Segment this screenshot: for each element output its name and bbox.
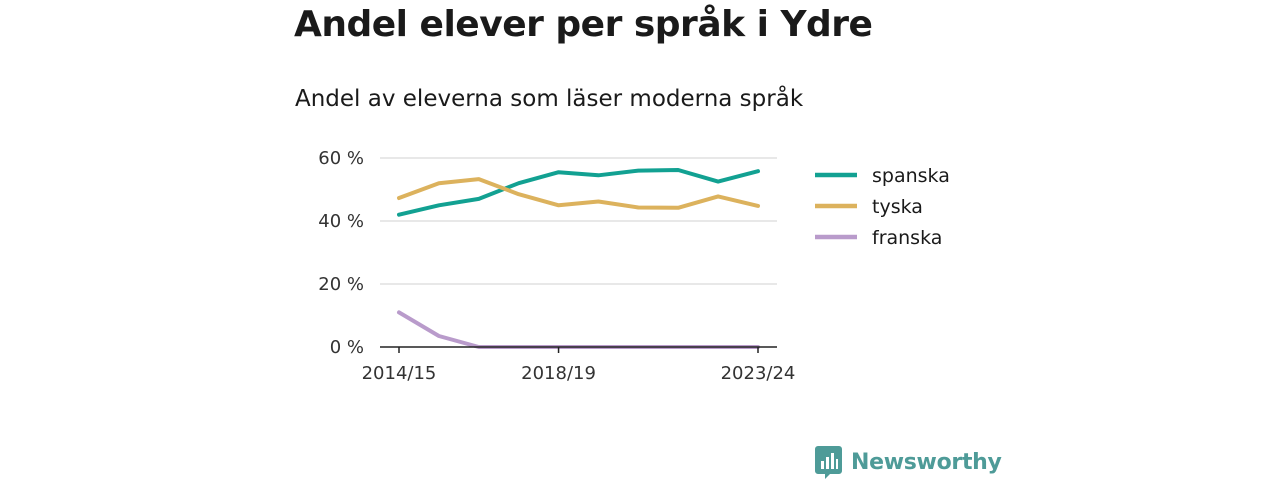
x-tick-label: 2014/15: [362, 363, 437, 384]
x-tick-label: 2023/24: [721, 363, 796, 384]
line-chart: 0 % 20 % 40 % 60 % 2014/15 2018/19 2023/24 span…: [318, 148, 950, 384]
legend-label-tyska: tyska: [872, 196, 923, 218]
brand-name: Newsworthy: [851, 450, 1002, 475]
legend-label-spanska: spanska: [872, 165, 950, 187]
legend-label-franska: franska: [872, 227, 942, 249]
chart-title: Andel elever per språk i Ydre: [294, 4, 873, 45]
y-tick-label: 40 %: [318, 211, 364, 232]
chart-subtitle: Andel av eleverna som läser moderna språ…: [295, 86, 804, 112]
y-tick-label: 0 %: [330, 337, 364, 358]
brand-logo: Newsworthy: [815, 446, 1002, 479]
y-tick-label: 20 %: [318, 274, 364, 295]
y-tick-label: 60 %: [318, 148, 364, 169]
series-line-franska: [397, 310, 760, 349]
series-line-spanska: [397, 168, 760, 217]
x-tick-label: 2018/19: [521, 363, 596, 384]
series-line-tyska: [397, 177, 760, 210]
newsworthy-logo-icon: [815, 446, 842, 479]
